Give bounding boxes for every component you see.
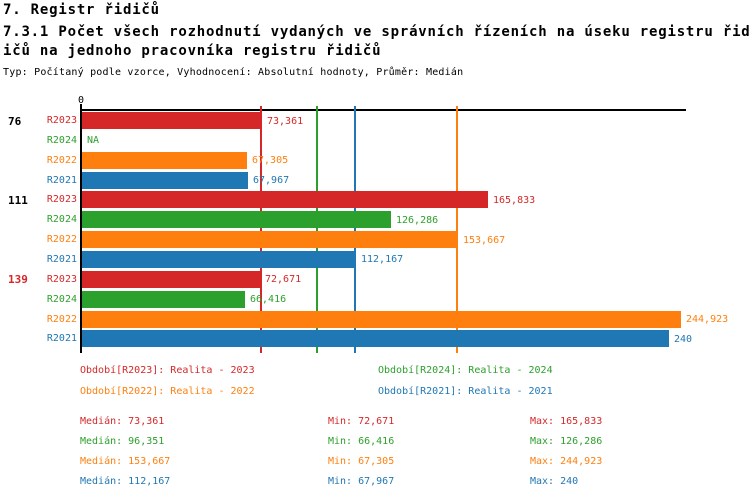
stat-min-R2024: Min: 66,416: [328, 436, 395, 447]
median-line-R2022: [456, 106, 459, 353]
series-tick-label: R2024: [46, 214, 77, 226]
bar-value-label: 240: [674, 333, 693, 345]
legend-item-R2022: Období[R2022]: Realita - 2022: [80, 386, 255, 397]
bar-R2021: [82, 171, 248, 189]
bar-R2024: [82, 290, 245, 308]
bar-value-label: 244,923: [686, 314, 729, 325]
stat-median-R2021: Medián: 112,167: [80, 476, 171, 487]
bar-R2022: [82, 310, 681, 328]
series-tick-label: R2023: [46, 273, 77, 285]
series-tick-label: R2024: [46, 293, 77, 305]
median-line-R2024: [315, 106, 318, 353]
median-line-R2021: [354, 106, 357, 353]
bar-value-label: 67,967: [253, 175, 290, 187]
series-tick-label: R2021: [46, 174, 77, 186]
stat-max-R2023: Max: 165,833: [530, 416, 603, 427]
bar-value-label: 66,416: [250, 294, 287, 306]
legend-item-R2021: Období[R2021]: Realita - 2021: [378, 386, 553, 397]
bar-value-label: 165,833: [493, 194, 536, 206]
stat-max-R2022: Max: 244,923: [530, 456, 603, 467]
series-tick-label: R2023: [46, 115, 77, 126]
series-tick-label: R2021: [46, 333, 77, 345]
stat-min-R2022: Min: 67,305: [328, 456, 395, 467]
stat-median-R2022: Medián: 153,667: [80, 456, 171, 467]
series-tick-label: R2022: [46, 154, 77, 166]
stat-max-R2021: Max: 240: [530, 476, 579, 487]
series-tick-label: R2022: [46, 313, 77, 325]
report-section-title: 7. Registr řidičů: [3, 2, 160, 18]
stat-min-R2021: Min: 67,967: [328, 476, 395, 487]
bar-value-label: 126,286: [396, 214, 439, 226]
legend-item-R2023: Období[R2023]: Realita - 2023: [80, 365, 255, 376]
bar-R2022: [82, 231, 458, 249]
legend-item-R2024: Období[R2024]: Realita - 2024: [378, 365, 553, 376]
series-tick-label: R2022: [46, 234, 77, 246]
stat-median-R2024: Medián: 96,351: [80, 436, 165, 447]
bar-R2021: [82, 330, 669, 348]
chart-subtitle: Typ: Počítaný podle vzorce, Vyhodnocení:…: [3, 67, 464, 78]
bar-value-label: 72,671: [265, 274, 302, 286]
bar-R2023: [82, 112, 262, 129]
group-label: 139: [8, 273, 28, 287]
stat-max-R2024: Max: 126,286: [530, 436, 603, 447]
bar-value-label: 112,167: [361, 254, 404, 266]
bar-value-label: 73,361: [267, 115, 304, 127]
bar-R2022: [82, 151, 247, 169]
series-tick-label: R2021: [46, 253, 77, 265]
y-axis-line: [80, 104, 82, 353]
series-tick-label: R2023: [46, 194, 77, 206]
bar-value-label: NA: [87, 135, 100, 147]
bar-value-label: 67,305: [252, 155, 289, 167]
series-tick-label: R2024: [46, 134, 77, 146]
chart-title-line2: ičů na jednoho pracovníka registru řidič…: [3, 43, 382, 59]
stat-min-R2023: Min: 72,671: [328, 416, 395, 427]
bar-R2023: [82, 191, 488, 209]
x-axis-line: [80, 109, 686, 111]
bar-value-label: 153,667: [463, 234, 506, 246]
x-axis-zero-label: 0: [78, 95, 85, 106]
bar-R2021: [82, 250, 356, 268]
group-label: 76: [8, 114, 22, 128]
stat-median-R2023: Medián: 73,361: [80, 416, 165, 427]
bar-R2023: [82, 270, 260, 288]
bar-R2024: [82, 211, 391, 229]
group-label: 111: [8, 193, 28, 207]
median-line-R2023: [259, 106, 262, 353]
chart-title-line1: 7.3.1 Počet všech rozhodnutí vydaných ve…: [3, 24, 750, 40]
